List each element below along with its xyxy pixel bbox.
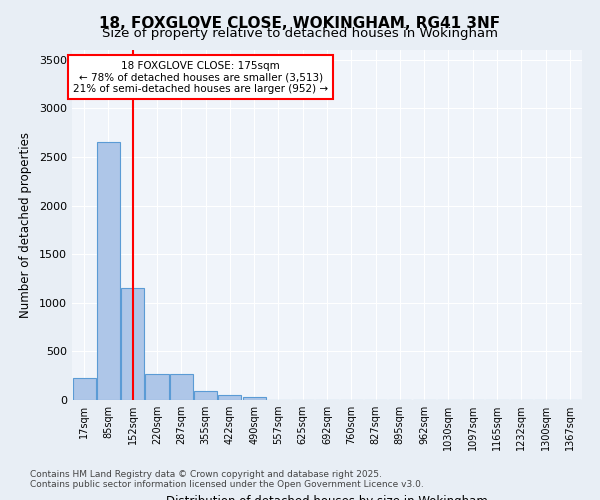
Bar [121,288,144,400]
Bar [170,374,193,400]
Text: 18 FOXGLOVE CLOSE: 175sqm
← 78% of detached houses are smaller (3,513)
21% of se: 18 FOXGLOVE CLOSE: 175sqm ← 78% of detac… [73,60,328,94]
Y-axis label: Number of detached properties: Number of detached properties [19,132,32,318]
Bar [218,395,241,400]
X-axis label: Distribution of detached houses by size in Wokingham: Distribution of detached houses by size … [166,495,488,500]
Bar [97,142,120,400]
Bar [194,391,217,400]
Bar [145,374,169,400]
Text: Size of property relative to detached houses in Wokingham: Size of property relative to detached ho… [102,28,498,40]
Text: 18, FOXGLOVE CLOSE, WOKINGHAM, RG41 3NF: 18, FOXGLOVE CLOSE, WOKINGHAM, RG41 3NF [100,16,500,31]
Text: Contains HM Land Registry data © Crown copyright and database right 2025.
Contai: Contains HM Land Registry data © Crown c… [30,470,424,489]
Bar [73,378,95,400]
Bar [242,397,266,400]
